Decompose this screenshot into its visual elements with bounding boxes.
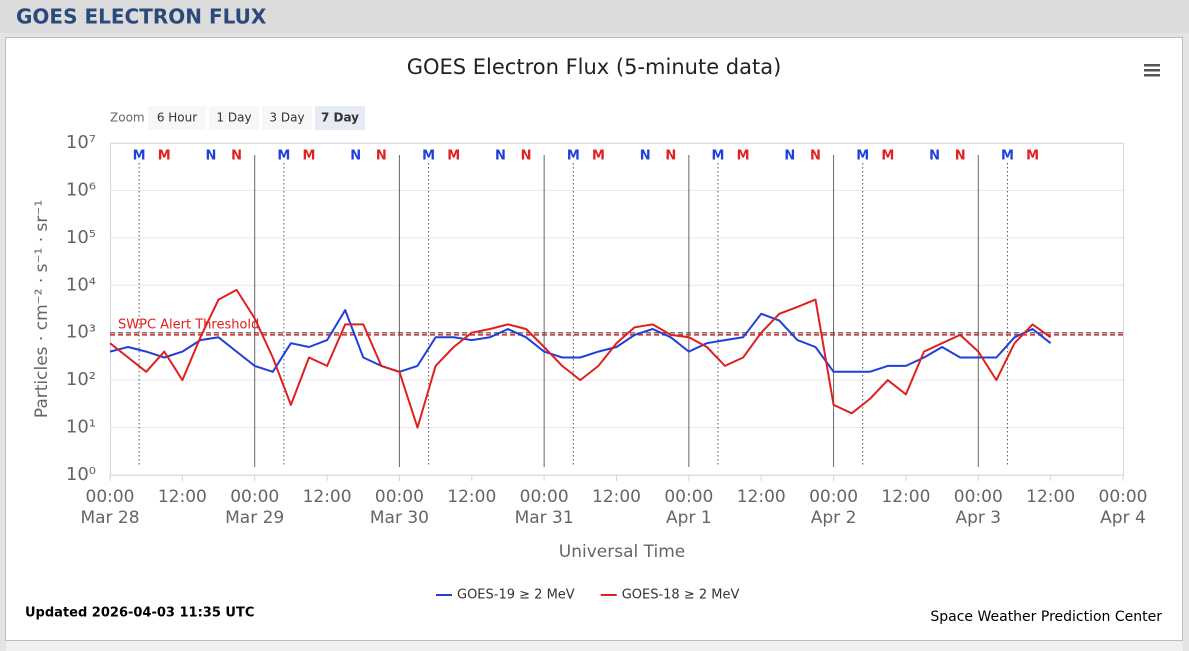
menu-bar [1144, 74, 1160, 77]
x-tick-label: 00:00 Mar 29 [225, 487, 284, 528]
legend-item[interactable]: GOES-19 ≥ 2 MeV [436, 588, 575, 603]
chart-title: GOES Electron Flux (5-minute data) [407, 55, 782, 79]
marker-label: M [712, 149, 725, 164]
marker-label: M [133, 149, 146, 164]
x-tick-label: 00:00 Mar 31 [515, 487, 574, 528]
marker-label: M [1026, 149, 1039, 164]
marker-label: M [1001, 149, 1014, 164]
y-tick-label: 10⁰ [66, 464, 96, 485]
y-axis-title: Particles · cm⁻² · s⁻¹ · sr⁻¹ [32, 200, 52, 418]
marker-label: M [303, 149, 316, 164]
zoom-button[interactable]: 3 Day [262, 106, 312, 130]
bottom-strip [6, 641, 1183, 651]
marker-label: N [784, 149, 795, 164]
zoom-button-label: 3 Day [269, 111, 304, 125]
marker-label: M [737, 149, 750, 164]
legend-label: GOES-19 ≥ 2 MeV [457, 588, 575, 603]
zoom-button[interactable]: 7 Day [315, 106, 365, 130]
series-line [109, 309, 1052, 373]
marker-label: N [955, 149, 966, 164]
x-tick-label: 12:00 [737, 487, 786, 507]
marker-label: N [929, 149, 940, 164]
menu-bar [1144, 64, 1160, 67]
zoom-button-bg [315, 106, 365, 130]
credit: Space Weather Prediction Center [930, 609, 1162, 625]
x-tick-label: 12:00 [1026, 487, 1075, 507]
y-tick-label: 10⁷ [66, 132, 96, 153]
menu-bar [1144, 69, 1160, 72]
zoom-label: Zoom [110, 111, 145, 125]
marker-label: M [422, 149, 435, 164]
x-tick-label: 12:00 [447, 487, 496, 507]
zoom-button-label: 1 Day [216, 111, 251, 125]
zoom-button[interactable]: 1 Day [209, 106, 259, 130]
zoom-button-label: 6 Hour [157, 111, 197, 125]
marker-label: N [640, 149, 651, 164]
zoom-button-label: 7 Day [321, 111, 359, 125]
series-line [109, 288, 1052, 429]
marker-label: N [810, 149, 821, 164]
x-tick-label: 00:00 Apr 1 [664, 487, 713, 528]
zoom-button-bg [209, 106, 259, 130]
marker-label: N [521, 149, 532, 164]
x-axis-title: Universal Time [559, 542, 685, 562]
y-tick-label: 10⁶ [66, 179, 96, 200]
y-tick-label: 10⁴ [66, 274, 96, 295]
menu-button[interactable] [1144, 64, 1160, 77]
marker-label: M [856, 149, 869, 164]
x-tick-label: 00:00 Mar 28 [80, 487, 139, 528]
y-tick-label: 10¹ [66, 417, 96, 438]
y-tick-label: 10³ [66, 322, 96, 343]
marker-label: N [665, 149, 676, 164]
marker-label: N [495, 149, 506, 164]
marker-label: M [158, 149, 171, 164]
marker-label: N [350, 149, 361, 164]
marker-label: M [447, 149, 460, 164]
zoom-button-bg [262, 106, 312, 130]
x-tick-label: 00:00 Mar 30 [370, 487, 429, 528]
x-tick-label: 00:00 Apr 2 [809, 487, 858, 528]
legend-label: GOES-18 ≥ 2 MeV [622, 588, 740, 603]
x-tick-label: 12:00 [592, 487, 641, 507]
x-tick-label: 00:00 Apr 4 [1099, 487, 1148, 528]
marker-label: M [592, 149, 605, 164]
marker-label: M [567, 149, 580, 164]
updated-note: Updated 2026-04-03 11:35 UTC [25, 606, 254, 621]
x-tick-label: 12:00 [881, 487, 930, 507]
x-tick-label: 12:00 [303, 487, 352, 507]
y-tick-label: 10⁵ [66, 227, 96, 248]
zoom-button[interactable]: 6 Hour [148, 106, 206, 130]
marker-label: N [231, 149, 242, 164]
x-tick-label: 12:00 [158, 487, 207, 507]
y-tick-label: 10² [66, 369, 96, 390]
zoom-button-bg [148, 106, 206, 130]
threshold-label: SWPC Alert Threshold [118, 317, 259, 332]
header-bar [0, 0, 1189, 33]
zoom-buttons: 6 Hour 1 Day 3 Day 7 Day [148, 106, 365, 130]
x-tick-label: 00:00 Apr 3 [954, 487, 1003, 528]
marker-label: N [206, 149, 217, 164]
marker-label: M [881, 149, 894, 164]
header-title: GOES ELECTRON FLUX [16, 5, 267, 29]
marker-label: N [376, 149, 387, 164]
legend-item[interactable]: GOES-18 ≥ 2 MeV [600, 588, 740, 603]
marker-label: M [277, 149, 290, 164]
